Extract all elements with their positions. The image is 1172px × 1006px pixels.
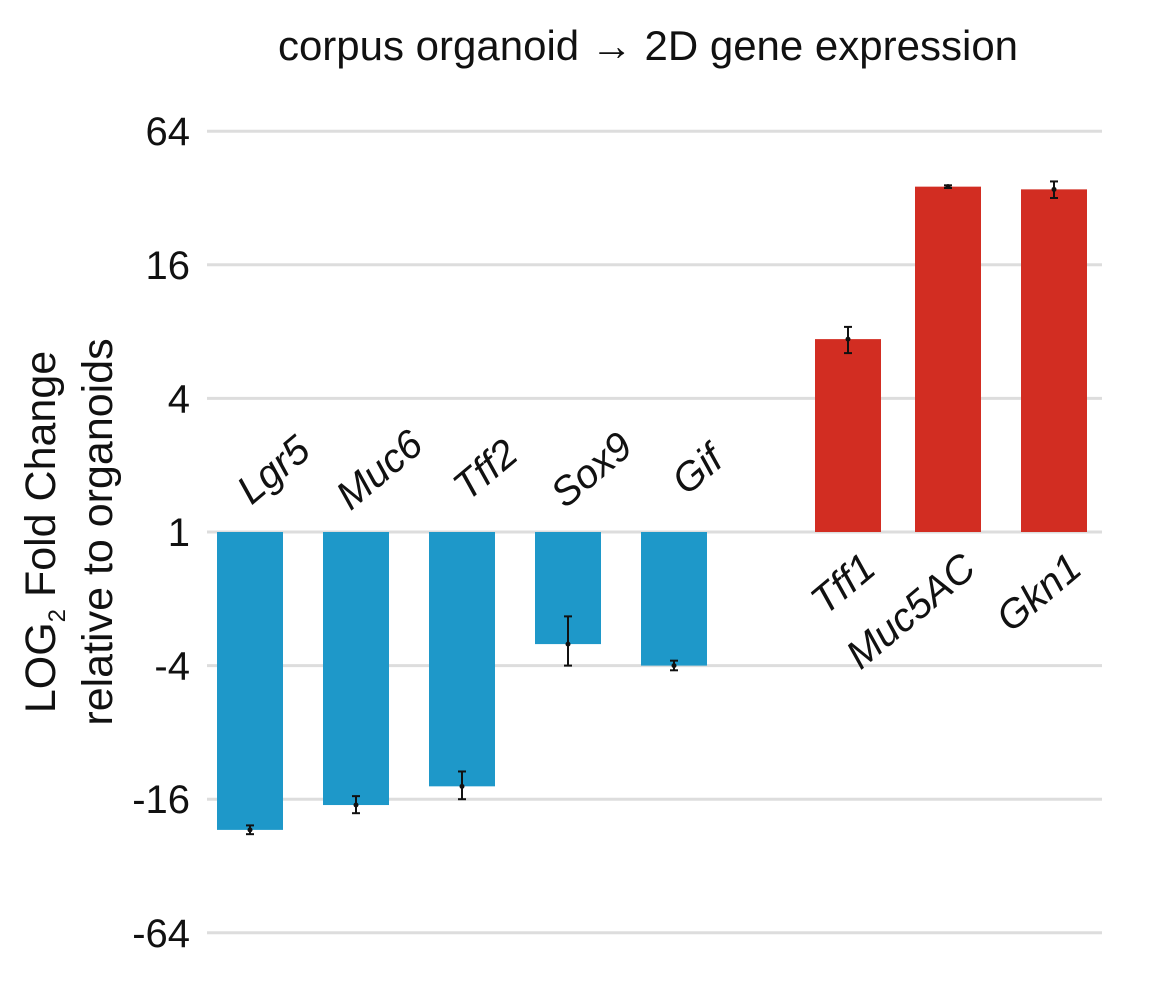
y-tick-labels: 64 16 4 1 -4 -16 -64 [132, 110, 190, 956]
y-tick-label: -16 [132, 778, 190, 822]
bar-gkn1 [1021, 189, 1087, 532]
y-axis-label-line2: relative to organoids [74, 338, 122, 725]
category-label-tff2: Tff2 [445, 431, 526, 509]
error-bar-gkn1 [1050, 180, 1058, 199]
y-axis-label-rest: Fold Change [17, 351, 65, 609]
y-axis-label-log: LOG [17, 622, 65, 713]
category-label-tff1: Tff1 [803, 545, 884, 623]
error-bar-sox9 [564, 615, 572, 667]
y-tick-label: 1 [168, 511, 190, 555]
y-tick-label: -64 [132, 912, 190, 956]
y-tick-label: 64 [146, 110, 191, 154]
y-tick-label: 16 [146, 244, 191, 288]
error-bar-muc6 [352, 795, 360, 815]
category-label-gif: Gif [664, 434, 734, 503]
y-axis-label-line1: LOG2 Fold Change [17, 351, 71, 713]
error-bar-lgr5 [246, 824, 254, 836]
bar-muc6 [323, 532, 389, 806]
chart-title: corpus organoid → 2D gene expression [278, 22, 1018, 69]
bar-gif [641, 532, 707, 666]
category-label-gkn1: Gkn1 [988, 545, 1090, 640]
y-axis-label-subscript: 2 [44, 609, 71, 622]
bar-muc5ac [915, 186, 981, 532]
error-bar-gif [670, 659, 678, 672]
bar-tff1 [815, 339, 881, 532]
category-label-lgr5: Lgr5 [229, 427, 319, 513]
bars [217, 186, 1087, 830]
y-tick-label: 4 [168, 377, 190, 421]
error-bar-tff2 [458, 770, 466, 801]
category-label-sox9: Sox9 [543, 424, 641, 516]
error-bar-muc5ac [944, 184, 952, 190]
bar-lgr5 [217, 532, 283, 830]
bar-tff2 [429, 532, 495, 787]
y-tick-label: -4 [154, 645, 190, 689]
category-label-muc6: Muc6 [328, 421, 432, 518]
error-bar-tff1 [844, 325, 852, 355]
error-bars [246, 180, 1058, 836]
